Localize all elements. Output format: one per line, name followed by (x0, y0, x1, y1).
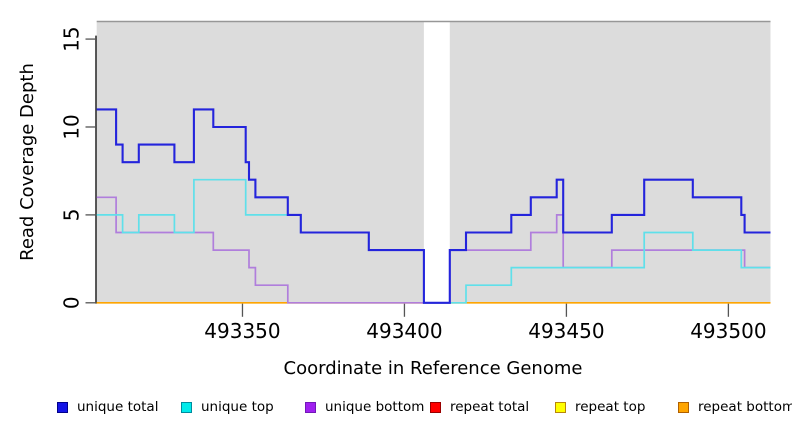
repeat-bottom-swatch-icon (678, 402, 689, 413)
y-tick-label: 10 (60, 114, 84, 139)
legend-item-unique-top: unique top (181, 399, 274, 416)
repeat-top-swatch-icon (555, 402, 566, 413)
legend-item-repeat-total: repeat total (430, 399, 529, 416)
panel-right (449, 21, 771, 304)
unique-top-swatch-icon (181, 402, 192, 413)
legend-item-repeat-top: repeat top (555, 399, 645, 416)
x-tick-label: 493400 (366, 319, 442, 343)
legend-item-unique-total: unique total (57, 399, 158, 416)
panel-left (96, 21, 424, 304)
y-tick-label: 5 (60, 209, 84, 222)
x-tick-label: 493350 (204, 319, 280, 343)
legend-label-repeat-total: repeat total (450, 399, 530, 415)
legend-label-unique-top: unique top (201, 399, 274, 415)
legend-label-repeat-top: repeat top (575, 399, 646, 415)
y-tick-label: 15 (60, 26, 84, 51)
unique-bottom-swatch-icon (305, 402, 316, 413)
coverage-chart: 0 5 10 15 493350 493400 493450 493500 Read Cove… (17, 20, 771, 379)
unique-total-line (96, 108, 771, 304)
x-tick-label: 493500 (690, 319, 766, 343)
chart-root: 0 5 10 15 493350 493400 493450 493500 (60, 20, 771, 343)
repeat-total-swatch-icon (430, 402, 441, 413)
legend-label-unique-bottom: unique bottom (325, 399, 425, 415)
legend-label-repeat-bottom: repeat bottom (698, 399, 792, 415)
y-axis-title: Read Coverage Depth (17, 63, 38, 261)
legend-item-repeat-bottom: repeat bottom (678, 399, 792, 416)
legend-item-unique-bottom: unique bottom (305, 399, 424, 416)
y-tick-label: 0 (60, 296, 84, 309)
x-axis-title: Coordinate in Reference Genome (284, 358, 583, 379)
unique-total-swatch-icon (57, 402, 68, 413)
x-tick-label: 493450 (528, 319, 604, 343)
legend-label-unique-total: unique total (77, 399, 159, 415)
